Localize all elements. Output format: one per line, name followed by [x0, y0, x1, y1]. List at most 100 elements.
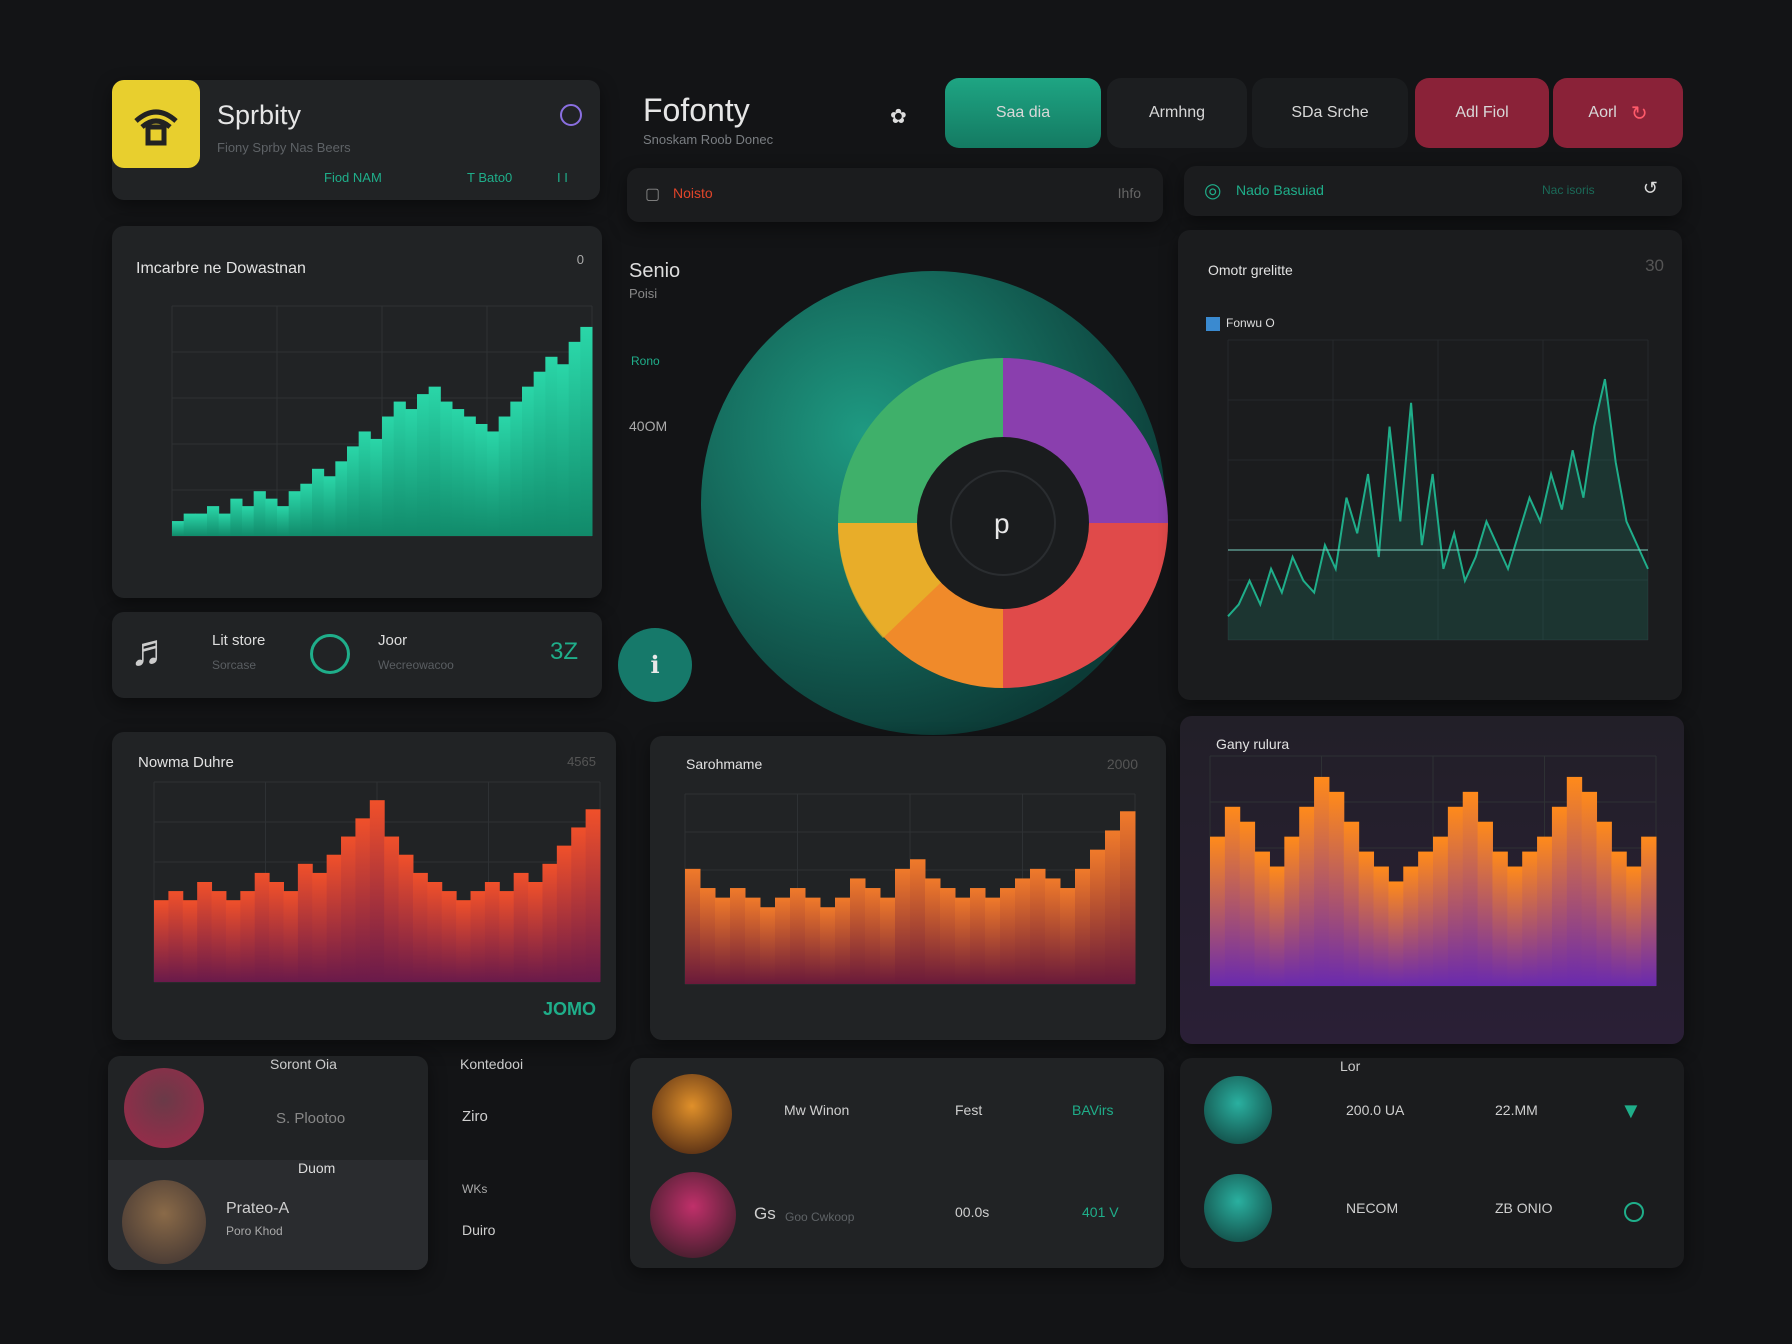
legend-item: Fonwu O	[1206, 316, 1275, 331]
chart-bar	[685, 868, 701, 984]
search-right: Ihfo	[1117, 185, 1141, 201]
chart-bar	[218, 513, 231, 536]
search-label: Noisto	[673, 185, 713, 201]
chart-bar	[522, 386, 535, 536]
status-ring-icon[interactable]	[1624, 1202, 1644, 1222]
chart-bar	[475, 423, 488, 536]
chart-bar	[300, 483, 313, 536]
tab-aorl[interactable]: Aorl ↻	[1553, 78, 1683, 148]
search-bar[interactable]: ▢ Noisto Ihfo	[627, 168, 1163, 222]
chart-line	[1227, 378, 1649, 617]
chart-bar	[1284, 836, 1300, 986]
chart-bar	[1254, 851, 1270, 986]
tab-sda-srche[interactable]: SDa Srche	[1252, 78, 1408, 148]
chart-bar	[533, 371, 546, 536]
panel-title: Nowma Duhre	[138, 754, 234, 771]
chart-panel-bottom-3: Gany rulura	[1180, 716, 1684, 1044]
chart-panel-bottom-2: Sarohmame 2000	[650, 736, 1166, 1040]
chart-bar	[556, 845, 572, 982]
player-title-2: Joor	[378, 632, 408, 649]
chart-bar	[225, 900, 241, 982]
list-row-col3: BAVirs	[1072, 1102, 1114, 1118]
chart-bar	[1477, 821, 1493, 986]
chart-bar	[195, 513, 208, 536]
chart-bar	[880, 897, 896, 984]
chart-bar	[895, 868, 911, 984]
chart-bar	[1462, 791, 1479, 986]
chart-bar	[1373, 866, 1389, 986]
chart-bar	[1358, 851, 1375, 986]
panel-badge: 2000	[1106, 756, 1138, 772]
avatar[interactable]	[1204, 1076, 1272, 1144]
chart-bar	[253, 491, 266, 536]
list-row-name: Prateo-A	[226, 1200, 290, 1217]
panel-title: Omotr grelitte	[1208, 262, 1293, 278]
chart-bar	[168, 891, 184, 982]
location-icon: ◎	[1204, 180, 1222, 202]
list-mid: WKs	[462, 1182, 488, 1196]
donut-label-2: 40OM	[629, 418, 668, 434]
search2-right: Nac isoris	[1542, 183, 1595, 197]
chart-bar	[463, 416, 476, 536]
settings-dot-icon[interactable]	[560, 104, 582, 126]
chart-bar	[571, 827, 587, 982]
tab-label: SDa Srche	[1291, 104, 1369, 121]
chart-bar	[1314, 776, 1330, 986]
play-icon[interactable]: p	[994, 508, 1010, 539]
chart-bar	[183, 513, 196, 536]
chart-bar	[790, 888, 806, 984]
chart-bar	[323, 476, 336, 536]
list-middle: Mw Winon Fest BAVirs Gs Goo Cwkoop 00.0s…	[630, 1058, 1164, 1268]
chart-bar	[940, 888, 956, 984]
player-value: 3Z	[549, 638, 578, 665]
avatar[interactable]	[650, 1172, 736, 1258]
app-logo[interactable]	[112, 80, 200, 168]
tab-adl-fiol[interactable]: Adl Fiol	[1415, 78, 1549, 148]
chart-bar	[499, 891, 515, 982]
search-bar-2[interactable]: ◎ Nado Basuiad Nac isoris ↺	[1184, 166, 1682, 216]
chart-bar	[470, 891, 486, 982]
podcast-icon[interactable]	[310, 634, 350, 674]
avatar[interactable]	[1204, 1174, 1272, 1242]
reload-icon[interactable]: ↺	[1642, 178, 1658, 198]
chart-bar	[745, 897, 761, 984]
gear-icon[interactable]: ✿	[890, 106, 907, 128]
panel-title: Gany rulura	[1216, 736, 1290, 752]
chart-bar	[242, 506, 255, 536]
chart-bar	[775, 897, 791, 984]
list-side-2: Duiro	[462, 1222, 496, 1238]
avatar[interactable]	[124, 1068, 204, 1148]
list-row-col2: 22.MM	[1495, 1102, 1538, 1118]
filter-icon[interactable]: ▼	[1620, 1098, 1642, 1123]
music-note-icon: ♬	[130, 626, 174, 675]
chart-bar	[382, 416, 395, 536]
avatar[interactable]	[122, 1180, 206, 1264]
panel-title: Imcarbre ne Dowastnan	[136, 260, 306, 277]
chart-bar	[820, 907, 836, 984]
search2-label: Nado Basuiad	[1236, 182, 1324, 198]
chart-bar	[1090, 849, 1106, 984]
bar-chart-bottom-3	[1209, 755, 1657, 987]
chart-bar	[1000, 888, 1016, 984]
panel-title: Sarohmame	[686, 756, 763, 772]
avatar[interactable]	[652, 1074, 732, 1154]
list-right: Lor 200.0 UA 22.MM ▼ NECOM ZB ONIO	[1180, 1058, 1684, 1268]
chart-bar	[510, 401, 523, 536]
chart-bar	[484, 882, 500, 982]
chart-bar	[805, 897, 821, 984]
player-sub: Sorcase	[212, 658, 257, 672]
chart-bar	[182, 900, 198, 982]
panel-badge: 0	[576, 252, 584, 267]
chart-bar	[417, 394, 430, 536]
chart-bar	[545, 356, 558, 536]
chart-bar	[760, 907, 776, 984]
fab-button[interactable]: ℹ	[618, 628, 692, 702]
chart-bar	[1507, 866, 1523, 986]
tab-saa-dia[interactable]: Saa dia	[945, 78, 1101, 148]
donut-chart: p	[701, 271, 1168, 735]
tab-armhng[interactable]: Armhng	[1107, 78, 1247, 148]
chart-bar	[405, 409, 418, 536]
chart-bar	[452, 409, 465, 536]
chart-bar	[1105, 830, 1121, 984]
chart-bar	[335, 461, 348, 536]
